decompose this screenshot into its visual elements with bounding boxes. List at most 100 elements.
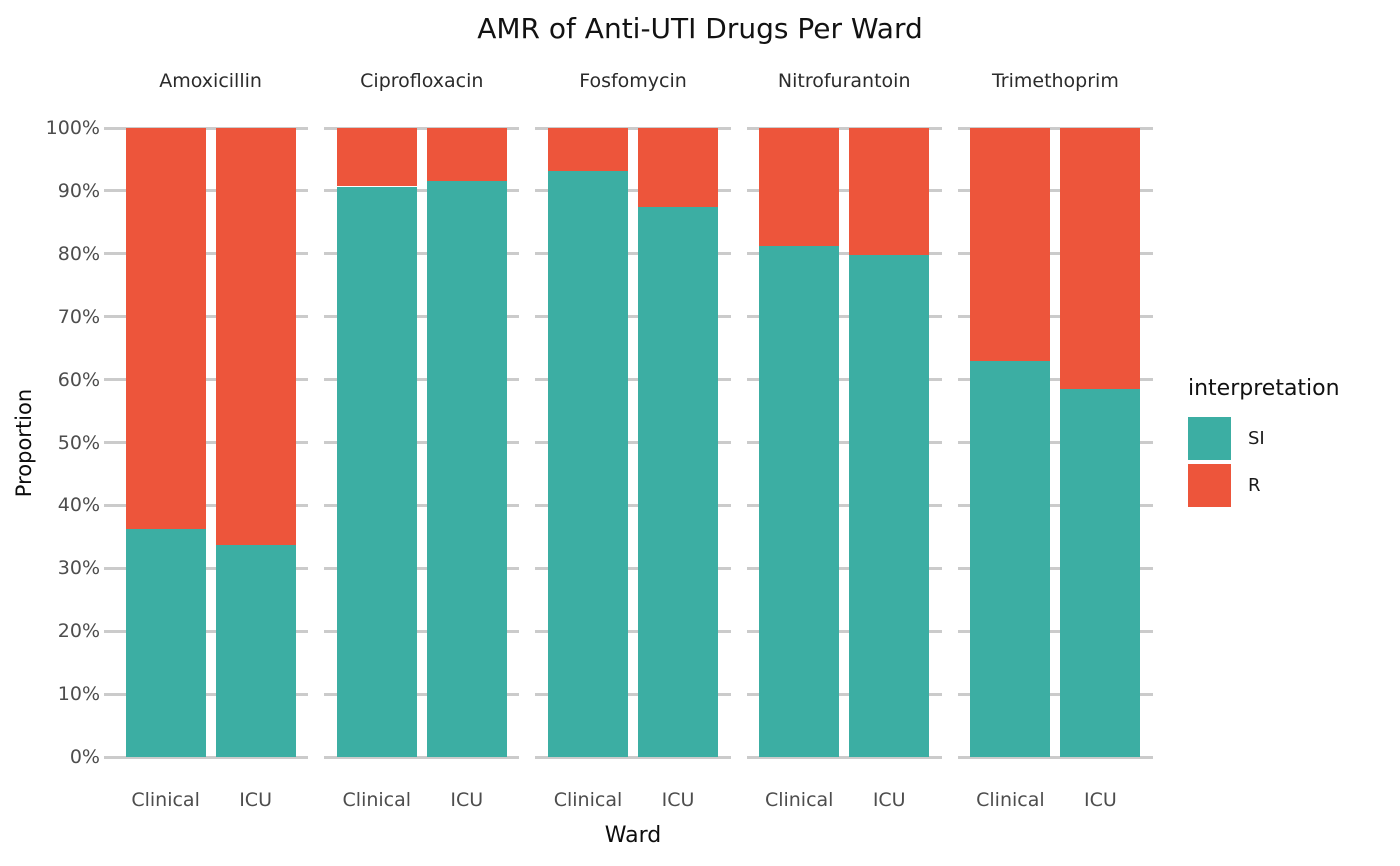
y-tick-label: 20% (57, 620, 100, 643)
y-tick-label: 10% (57, 683, 100, 706)
y-tick-mark (104, 692, 115, 696)
x-tick-labels: Clinical ICU (535, 789, 730, 811)
gridline (957, 252, 1154, 256)
bar-segment-r (548, 128, 628, 172)
gridline (535, 441, 731, 444)
y-tick-label: 40% (57, 494, 100, 517)
chart-title: AMR of Anti-UTI Drugs Per Ward (477, 12, 923, 45)
bars (535, 128, 730, 757)
bar-segment-r (1060, 128, 1141, 390)
gridline (113, 755, 309, 759)
facet-label: Trimethoprim (991, 70, 1119, 92)
gridline (957, 566, 1154, 570)
facet-panel-fosfomycin: Fosfomycin Clinical ICU (535, 70, 731, 811)
bar-segment-si (849, 255, 930, 757)
facet-label: Nitrofurantoin (777, 70, 911, 92)
x-tick-label: Clinical (131, 789, 200, 811)
x-tick-label: Clinical (553, 789, 623, 811)
gridline (746, 189, 942, 193)
facet-panel-ciprofloxacin: Ciprofloxacin Clinical ICU (324, 70, 520, 811)
x-tick-labels: Clinical ICU (324, 789, 519, 811)
x-tick-label: Clinical (764, 789, 834, 811)
gridline (746, 692, 942, 696)
bar-segment-si (1060, 389, 1141, 757)
facet-label: Fosfomycin (579, 70, 687, 92)
legend-swatch-r (1188, 464, 1231, 507)
gridline (113, 252, 309, 256)
gridline (113, 441, 309, 444)
bar-segment-si (215, 545, 296, 757)
y-tick-mark (104, 126, 115, 130)
facet-panel-trimethoprim: Trimethoprim Clinical ICU (957, 70, 1154, 811)
y-tick-mark (104, 629, 115, 633)
bar-nitrofurantoin-clinical (759, 128, 840, 757)
gridline (535, 503, 731, 507)
gridline (324, 755, 520, 759)
gridline (113, 692, 309, 696)
gridline (324, 252, 520, 256)
x-tick-labels: Clinical ICU (958, 789, 1153, 811)
gridline (113, 315, 309, 319)
y-tick-label: 0% (69, 746, 100, 768)
gridline (535, 629, 731, 633)
x-tick-label: Clinical (976, 789, 1045, 811)
y-tick-label: 100% (45, 117, 100, 139)
y-tick-mark (104, 566, 115, 570)
bars (324, 128, 519, 757)
bar-segment-r (125, 128, 206, 530)
gridline (324, 126, 520, 130)
gridline (324, 441, 520, 444)
legend-items: SI R (1188, 417, 1388, 507)
gridline (957, 755, 1154, 759)
gridline (746, 755, 942, 759)
bar-trimethoprim-icu (1060, 128, 1141, 757)
bars (958, 128, 1153, 757)
x-tick-label: ICU (450, 789, 484, 811)
y-tick-mark (104, 378, 115, 382)
gridline (957, 189, 1154, 193)
bar-segment-si (970, 361, 1051, 757)
gridline (535, 315, 731, 319)
legend-item-r: R (1188, 464, 1388, 507)
gridline (746, 566, 942, 570)
gridline (746, 503, 942, 507)
gridline (957, 378, 1154, 382)
gridline (957, 126, 1154, 130)
gridline (324, 692, 520, 696)
gridline (746, 441, 942, 444)
bar-nitrofurantoin-icu (849, 128, 930, 757)
y-tick-mark (104, 755, 115, 759)
y-tick-mark (104, 252, 115, 256)
gridline (113, 503, 309, 507)
gridline (324, 503, 520, 507)
x-tick-label: Clinical (342, 789, 412, 811)
gridline (535, 566, 731, 570)
bar-amoxicillin-clinical (125, 128, 206, 757)
gridline (957, 441, 1154, 444)
gridline (746, 315, 942, 319)
gridline (535, 378, 731, 382)
gridline (746, 252, 942, 256)
bar-amoxicillin-icu (215, 128, 296, 757)
x-axis-title: Ward (604, 823, 662, 848)
gridline (113, 566, 309, 570)
facet-panels: Amoxicillin Clinical ICU Ciprofloxacin Clini… (113, 70, 1154, 811)
legend: interpretation SI R (1188, 376, 1388, 511)
bar-ciprofloxacin-clinical (336, 128, 417, 757)
bar-ciprofloxacin-icu (426, 128, 507, 757)
y-tick-label: 70% (57, 305, 100, 328)
gridline (324, 629, 520, 633)
x-tick-label: ICU (239, 789, 272, 811)
gridline (746, 378, 942, 382)
legend-swatch-si (1188, 417, 1231, 460)
facet-label: Ciprofloxacin (360, 70, 484, 92)
bar-segment-r (215, 128, 296, 546)
bar-segment-si (548, 171, 628, 757)
gridline (746, 126, 942, 130)
y-tick-mark (104, 441, 115, 444)
y-tick-label: 50% (57, 431, 100, 454)
x-tick-label: ICU (1084, 789, 1117, 811)
x-tick-label: ICU (872, 789, 906, 811)
gridline (957, 315, 1154, 319)
